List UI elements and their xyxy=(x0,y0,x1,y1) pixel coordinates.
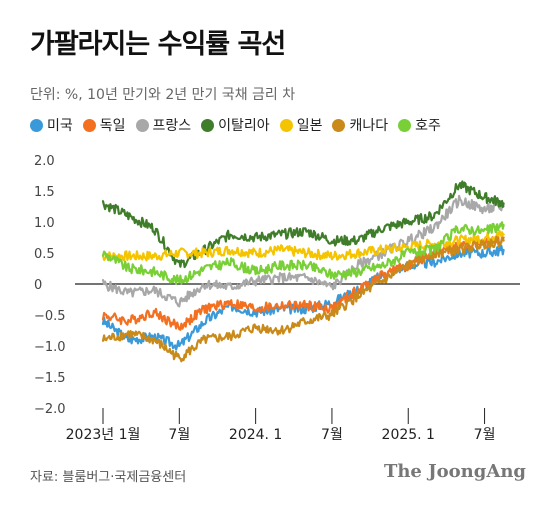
legend-item: 프랑스 xyxy=(135,115,192,135)
legend-item: 일본 xyxy=(279,115,323,135)
x-tick-label: 7월 xyxy=(321,427,343,443)
series-line-7 xyxy=(101,221,505,285)
y-tick-label: 2.0 xyxy=(34,154,55,169)
x-tick-label: 2025. 1 xyxy=(382,427,435,443)
legend-item: 독일 xyxy=(82,115,126,135)
legend-swatch xyxy=(135,118,149,132)
legend-swatch xyxy=(82,118,96,132)
legend-item: 캐나다 xyxy=(332,115,388,135)
legend-swatch xyxy=(201,118,215,132)
y-tick-label: 1.0 xyxy=(34,216,55,231)
legend-swatch xyxy=(332,118,346,132)
legend-item: 미국 xyxy=(30,115,73,135)
x-tick-label: 7월 xyxy=(168,427,190,443)
legend-item: 호주 xyxy=(398,115,441,135)
y-tick-label: −1.5 xyxy=(34,371,66,386)
series-line-6 xyxy=(101,235,505,363)
legend: 미국 독일 프랑스 이탈리아 일본 캐나다 호주 xyxy=(30,115,441,135)
legend-label: 프랑스 xyxy=(152,118,192,134)
y-tick-label: −0.5 xyxy=(34,309,66,324)
chart-subtitle: 단위: %, 10년 만기와 2년 만기 국채 금리 차 xyxy=(30,87,296,103)
legend-item: 이탈리아 xyxy=(201,115,270,135)
y-tick-label: 0 xyxy=(34,278,42,293)
series-line-3 xyxy=(101,194,505,308)
source-note: 자료: 블룸버그·국제금융센터 xyxy=(30,470,187,485)
y-tick-label: 0.5 xyxy=(34,247,55,262)
legend-label: 미국 xyxy=(47,118,73,134)
x-tick-label: 2024. 1 xyxy=(229,427,282,443)
legend-label: 캐나다 xyxy=(349,118,389,134)
legend-label: 이탈리아 xyxy=(218,118,270,134)
brand-logo: The JoongAng xyxy=(383,461,526,482)
series-line-4 xyxy=(101,180,505,269)
chart-title: 가팔라지는 수익률 곡선 xyxy=(30,29,286,60)
x-tick-label: 2023년 1월 xyxy=(66,427,141,443)
x-tick-label: 7월 xyxy=(474,427,496,443)
y-tick-label: 1.5 xyxy=(34,185,55,200)
legend-label: 호주 xyxy=(415,118,441,134)
legend-swatch xyxy=(30,118,43,132)
y-tick-label: −1.0 xyxy=(34,340,66,355)
legend-label: 일본 xyxy=(296,118,323,134)
legend-swatch xyxy=(279,118,293,132)
legend-label: 독일 xyxy=(99,118,126,134)
y-tick-label: −2.0 xyxy=(34,402,66,417)
legend-swatch xyxy=(398,118,412,132)
